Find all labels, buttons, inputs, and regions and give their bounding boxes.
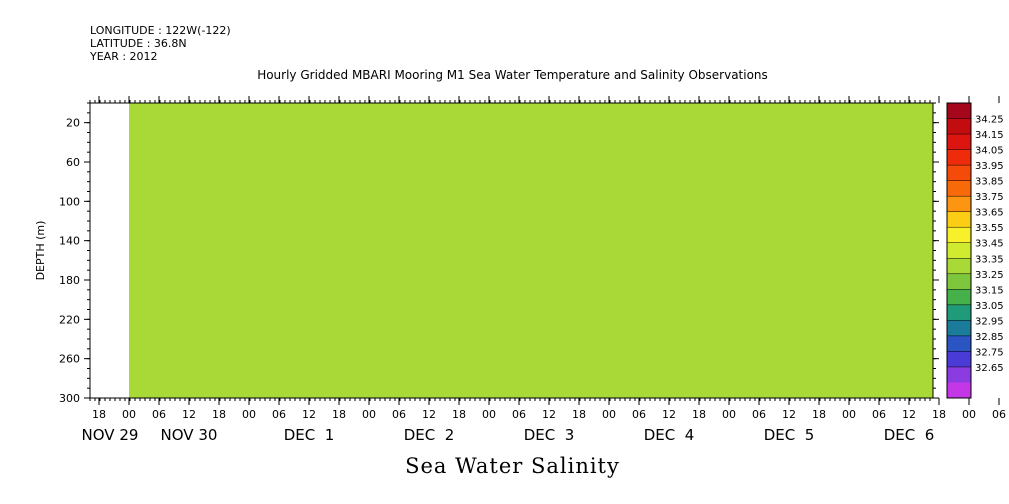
colorbar-swatch — [947, 227, 971, 244]
x-tick-label: 00 — [842, 408, 856, 421]
x-tick-label: 12 — [542, 408, 556, 421]
colorbar-label: 34.15 — [975, 130, 1004, 141]
colorbar-swatch — [947, 382, 971, 399]
x-tick-label: 06 — [272, 408, 286, 421]
colorbar-swatch — [947, 366, 971, 383]
x-day-label: DEC 3 — [524, 426, 575, 444]
x-tick-label: 12 — [902, 408, 916, 421]
colorbar-label: 33.15 — [975, 285, 1004, 296]
colorbar-label: 32.75 — [975, 347, 1004, 358]
colorbar-label: 33.25 — [975, 270, 1004, 281]
x-day-label: DEC 6 — [884, 426, 935, 444]
x-tick-label: 06 — [632, 408, 646, 421]
x-tick-label: 12 — [302, 408, 316, 421]
x-tick-label: 18 — [692, 408, 706, 421]
x-tick-label: 18 — [572, 408, 586, 421]
y-tick-label: 60 — [66, 156, 80, 169]
colorbar-swatch — [947, 134, 971, 151]
colorbar-swatch — [947, 165, 971, 182]
colorbar-label: 32.65 — [975, 363, 1004, 374]
x-tick-label: 18 — [812, 408, 826, 421]
colorbar-swatch — [947, 180, 971, 197]
x-tick-label: 18 — [212, 408, 226, 421]
colorbar-swatch — [947, 211, 971, 228]
colorbar-swatch — [947, 273, 971, 290]
x-tick-label: 18 — [92, 408, 106, 421]
x-tick-label: 00 — [602, 408, 616, 421]
colorbar-swatch — [947, 118, 971, 135]
x-tick-label: 00 — [122, 408, 136, 421]
x-tick-label: 06 — [392, 408, 406, 421]
x-tick-label: 00 — [722, 408, 736, 421]
x-tick-label: 18 — [452, 408, 466, 421]
colorbar-label: 33.75 — [975, 192, 1004, 203]
x-tick-label: 12 — [662, 408, 676, 421]
longitude-label: LONGITUDE : 122W(-122) — [90, 24, 231, 37]
colorbar-label: 33.55 — [975, 223, 1004, 234]
x-tick-label: 18 — [932, 408, 946, 421]
colorbar-swatch — [947, 351, 971, 368]
colorbar-swatch — [947, 258, 971, 275]
year-label: YEAR : 2012 — [90, 50, 158, 63]
metadata-block: LONGITUDE : 122W(-122) LATITUDE : 36.8N … — [90, 24, 231, 63]
colorbar-label: 33.05 — [975, 301, 1004, 312]
x-tick-label: 06 — [872, 408, 886, 421]
colorbar-swatch — [947, 335, 971, 352]
x-tick-label: 12 — [182, 408, 196, 421]
footer-row: Sea Water Salinity — [0, 454, 1009, 478]
x-day-label: NOV 29 — [82, 426, 139, 444]
colorbar-swatch — [947, 149, 971, 166]
x-tick-label: 06 — [512, 408, 526, 421]
colorbar-label: 33.65 — [975, 208, 1004, 219]
y-tick-label: 300 — [59, 392, 80, 405]
chart-title-row: Hourly Gridded MBARI Mooring M1 Sea Wate… — [0, 68, 1009, 82]
colorbar-swatch — [947, 304, 971, 321]
colorbar-swatch — [947, 103, 971, 120]
x-tick-label: 12 — [782, 408, 796, 421]
x-day-label: DEC 4 — [644, 426, 695, 444]
colorbar-swatch — [947, 242, 971, 259]
colorbar-swatch — [947, 289, 971, 306]
variable-label: Sea Water Salinity — [405, 454, 620, 478]
x-day-label: NOV 30 — [161, 426, 218, 444]
latitude-label: LATITUDE : 36.8N — [90, 37, 187, 50]
x-tick-label: 00 — [482, 408, 496, 421]
x-tick-label: 06 — [152, 408, 166, 421]
x-tick-label: 06 — [992, 408, 1006, 421]
x-tick-label: 00 — [962, 408, 976, 421]
chart-title: Hourly Gridded MBARI Mooring M1 Sea Wate… — [257, 68, 768, 82]
colorbar-label: 33.85 — [975, 177, 1004, 188]
colorbar-label: 34.05 — [975, 146, 1004, 157]
colorbar-label: 32.85 — [975, 332, 1004, 343]
colorbar-label: 34.25 — [975, 115, 1004, 126]
y-tick-label: 260 — [59, 353, 80, 366]
y-tick-label: 20 — [66, 117, 80, 130]
colorbar-label: 33.45 — [975, 239, 1004, 250]
y-tick-label: 220 — [59, 313, 80, 326]
y-axis-label: DEPTH (m) — [34, 221, 47, 281]
x-tick-label: 00 — [362, 408, 376, 421]
y-tick-label: 180 — [59, 274, 80, 287]
x-tick-label: 18 — [332, 408, 346, 421]
x-tick-label: 12 — [422, 408, 436, 421]
colorbar-label: 33.95 — [975, 161, 1004, 172]
y-tick-label: 140 — [59, 235, 80, 248]
x-tick-label: 00 — [242, 408, 256, 421]
x-tick-label: 06 — [752, 408, 766, 421]
x-day-label: DEC 1 — [284, 426, 335, 444]
x-day-label: DEC 5 — [764, 426, 815, 444]
y-tick-label: 100 — [59, 195, 80, 208]
colorbar-label: 33.35 — [975, 254, 1004, 265]
salinity-band — [129, 103, 933, 398]
colorbar-swatch — [947, 196, 971, 213]
colorbar-label: 32.95 — [975, 316, 1004, 327]
colorbar-swatch — [947, 320, 971, 337]
x-day-label: DEC 2 — [404, 426, 455, 444]
colorbar-frame — [946, 102, 972, 399]
